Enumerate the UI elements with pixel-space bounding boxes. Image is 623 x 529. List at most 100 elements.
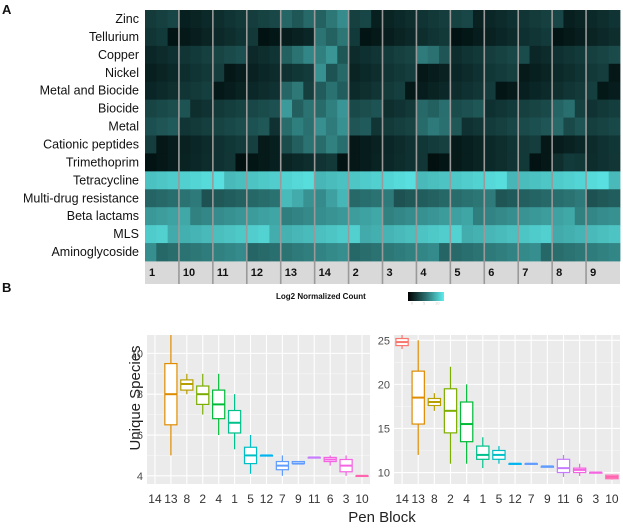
heatmap-cell (574, 10, 587, 29)
heatmap-cell (348, 135, 361, 154)
heatmap-cell (439, 99, 451, 118)
heatmap-cell (235, 135, 248, 154)
heatmap-cell (461, 171, 474, 190)
heatmap-cell (574, 189, 587, 208)
heatmap-cell (314, 99, 327, 118)
heatmap-cell (574, 225, 587, 244)
heatmap-cell (552, 27, 564, 47)
heatmap-cell (529, 189, 542, 208)
heatmap-cell (201, 27, 214, 47)
heatmap-cell (224, 27, 236, 47)
heatmap-cell (348, 27, 361, 47)
heatmap-cell (416, 153, 429, 172)
heatmap-cell (145, 207, 157, 226)
heatmap-cell (416, 45, 429, 65)
heatmap-cell (472, 117, 485, 136)
heatmap-cell (563, 153, 576, 172)
plot-background (394, 335, 620, 484)
heatmap-cell (167, 27, 180, 47)
heatmap-cell (427, 135, 440, 154)
heatmap-cell (506, 27, 519, 47)
heatmap-cell (563, 243, 576, 262)
heatmap-cell (269, 81, 282, 101)
heatmap-cell (529, 63, 542, 83)
heatmap-cell (325, 207, 338, 226)
heatmap-cell (269, 225, 282, 244)
heatmap-cell (145, 45, 157, 65)
heatmap-cell (269, 171, 282, 190)
heatmap-cell (178, 63, 191, 83)
heatmap-cell (167, 207, 180, 226)
heatmap-cell (325, 189, 338, 208)
heatmap-cell (450, 10, 463, 29)
heatmap-cell (416, 243, 429, 262)
heatmap-cell (167, 135, 180, 154)
heatmap-cell (280, 207, 293, 226)
heatmap-cell (190, 243, 202, 262)
row-label: Tetracycline (73, 173, 139, 187)
heatmap-cell (461, 207, 474, 226)
heatmap-cell (201, 117, 214, 136)
heatmap-cell (382, 153, 395, 172)
x-tick-label: 7 (528, 492, 535, 506)
heatmap-cell (405, 135, 417, 154)
heatmap-cell (258, 45, 270, 65)
y-tick-label: 20 (378, 379, 390, 391)
heatmap-cell (506, 99, 519, 118)
heatmap-cell (563, 171, 576, 190)
heatmap-cell (178, 117, 191, 136)
heatmap-cell (439, 117, 451, 136)
heatmap-cell (156, 135, 169, 154)
heatmap-cell (371, 135, 383, 154)
heatmap-cell (190, 10, 202, 29)
heatmap-cell (269, 243, 282, 262)
heatmap-cell (405, 99, 417, 118)
y-axis-title: Unique Species (127, 345, 144, 450)
heatmap-cell (292, 63, 304, 83)
heatmap-cell (529, 81, 542, 101)
heatmap-cell (608, 45, 621, 65)
heatmap-cell (235, 81, 248, 101)
heatmap-cell (597, 243, 610, 262)
heatmap-cell (246, 225, 259, 244)
heatmap-cell (597, 135, 610, 154)
heatmap-cell (314, 117, 327, 136)
heatmap-cell (450, 63, 463, 83)
heatmap-cell (269, 10, 282, 29)
x-tick-label: 9 (544, 492, 551, 506)
heatmap-cell (608, 10, 621, 29)
heatmap-cell (439, 63, 451, 83)
heatmap-cell (597, 27, 610, 47)
heatmap-cell (450, 153, 463, 172)
heatmap-cell (178, 27, 191, 47)
heatmap-cell (371, 207, 383, 226)
block-label: 8 (556, 267, 562, 279)
heatmap-cell (156, 10, 169, 29)
heatmap-cell (167, 10, 180, 29)
x-tick-label: 8 (183, 492, 190, 506)
heatmap-cell (337, 117, 349, 136)
heatmap-cell (495, 99, 508, 118)
heatmap-cell (552, 81, 564, 101)
heatmap-cell (145, 63, 157, 83)
heatmap-cell (529, 171, 542, 190)
heatmap-cell (280, 81, 293, 101)
heatmap-cell (393, 10, 406, 29)
block-label: 1 (149, 267, 155, 279)
x-tick-label: 9 (295, 492, 302, 506)
box (556, 458, 571, 474)
block-label: 13 (285, 267, 297, 279)
heatmap-cell (325, 27, 338, 47)
panel-b-label: B (2, 280, 11, 295)
heatmap-cell (212, 117, 225, 136)
heatmap-cell (190, 81, 202, 101)
heatmap-cell (224, 171, 236, 190)
heatmap-cell (529, 99, 542, 118)
heatmap-cell (427, 171, 440, 190)
heatmap-cell (178, 189, 191, 208)
heatmap-cell (303, 10, 316, 29)
heatmap-cell (484, 63, 496, 83)
heatmap-cell (506, 207, 519, 226)
heatmap-cell (393, 207, 406, 226)
heatmap-cell (495, 243, 508, 262)
